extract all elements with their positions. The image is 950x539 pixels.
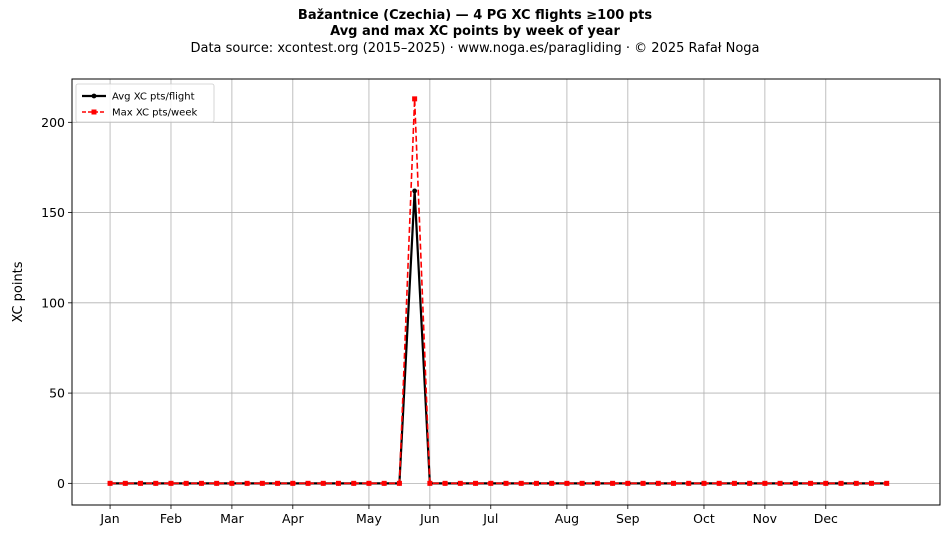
series-point-2 [640,480,646,486]
series-point-2 [610,480,616,486]
series-point-2 [153,480,159,486]
series-point-2 [168,480,174,486]
series-point-2 [320,480,326,486]
series-point-2 [731,480,737,486]
x-tick-label: Jan [99,511,119,526]
x-tick-label: Apr [282,511,304,526]
series-point-2 [655,480,661,486]
series-point-2 [396,480,402,486]
series-point-2 [808,480,814,486]
y-tick-label: 0 [57,476,65,491]
x-tick-label: Feb [160,511,182,526]
series-point-2 [290,480,296,486]
legend-box [75,83,215,123]
series-point-2 [214,480,220,486]
y-axis: 0 50 100 150 200 [41,115,72,491]
series-point-2 [107,480,113,486]
series-point-2 [259,480,265,486]
x-tick-label: May [356,511,382,526]
series-point-2 [625,480,631,486]
series-point-2 [473,480,479,486]
legend-marker-2 [91,109,97,115]
series-point-2 [457,480,463,486]
series-point-2 [579,480,585,486]
y-tick-label: 50 [49,386,65,401]
x-tick-label: Sep [616,511,640,526]
series-point-2 [198,480,204,486]
series-point-2 [533,480,539,486]
series-point-2 [381,480,387,486]
series-point-2 [229,480,235,486]
series-point-2 [686,480,692,486]
x-tick-label: Jun [419,511,440,526]
series-point-2 [518,480,524,486]
chart-title: Bažantnice (Czechia) — 4 PG XC flights ≥… [297,8,653,23]
series-point-2 [275,480,281,486]
plot-frame [71,78,941,506]
x-axis: Jan Feb Mar Apr May Jun Jul Aug Sep Oct Nov Dec [99,505,838,526]
x-tick-label: Aug [555,511,579,526]
series-point-2 [762,480,768,486]
series-layer [107,96,890,486]
legend: Avg XC pts/flight Max XC pts/week [75,83,215,123]
series-point-2 [138,480,144,486]
y-tick-label: 100 [41,295,65,310]
y-axis-label: XC points [11,261,26,322]
legend-label-2: Max XC pts/week [112,108,197,119]
grid-lines [72,79,940,505]
x-tick-label: Mar [220,511,244,526]
series-point-2 [594,480,600,486]
series-point-2 [823,480,829,486]
series-point-2 [838,480,844,486]
x-tick-label: Oct [693,511,715,526]
x-tick-label: Dec [814,511,838,526]
x-tick-label: Jul [482,511,498,526]
series-point-2 [701,480,707,486]
series-point-2 [412,96,418,102]
series-point-2 [868,480,874,486]
legend-marker-1 [91,93,97,99]
series-point-2 [777,480,783,486]
series-point-2 [716,480,722,486]
series-point-2 [488,480,494,486]
series-point-2 [442,480,448,486]
series-point-2 [503,480,509,486]
series-point-2 [366,480,372,486]
series-point-2 [792,480,798,486]
series-point-2 [853,480,859,486]
chart-source: Data source: xcontest.org (2015–2025) · … [190,41,760,56]
series-point-2 [122,480,128,486]
series-point-2 [244,480,250,486]
series-line-2 [110,98,887,485]
series-point-2 [351,480,357,486]
series-point-2 [549,480,555,486]
series-point-2 [884,480,890,486]
legend-label-1: Avg XC pts/flight [112,92,195,103]
series-point-1 [412,188,418,194]
series-point-2 [305,480,311,486]
series-point-2 [747,480,753,486]
y-tick-label: 200 [41,115,65,130]
chart-titles: Bažantnice (Czechia) — 4 PG XC flights ≥… [0,8,950,57]
series-point-2 [564,480,570,486]
series-line-1 [110,189,887,485]
series-point-2 [427,480,433,486]
y-tick-label: 150 [41,205,65,220]
series-point-2 [335,480,341,486]
series-point-2 [183,480,189,486]
x-tick-label: Nov [753,511,778,526]
series-point-2 [671,480,677,486]
chart-subtitle: Avg and max XC points by week of year [330,24,620,39]
